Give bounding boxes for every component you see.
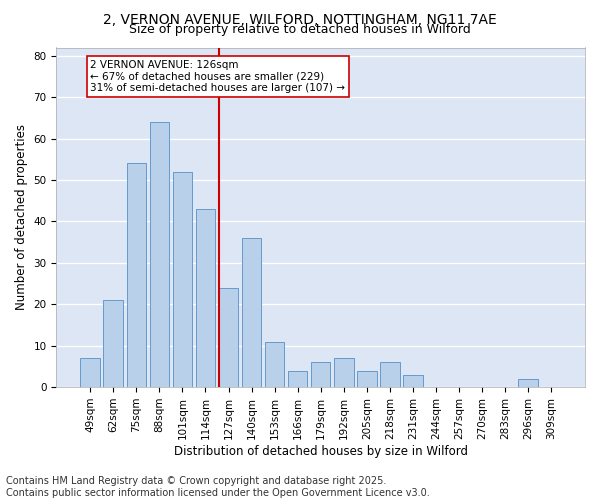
Bar [357,370,377,387]
Bar [80,358,100,387]
Bar [103,300,123,387]
Text: Size of property relative to detached houses in Wilford: Size of property relative to detached ho… [129,22,471,36]
Bar [311,362,331,387]
X-axis label: Distribution of detached houses by size in Wilford: Distribution of detached houses by size … [174,444,468,458]
Bar [265,342,284,387]
Bar [380,362,400,387]
Bar [127,164,146,387]
Bar [196,209,215,387]
Text: 2 VERNON AVENUE: 126sqm
← 67% of detached houses are smaller (229)
31% of semi-d: 2 VERNON AVENUE: 126sqm ← 67% of detache… [90,60,345,93]
Bar [149,122,169,387]
Bar [173,172,192,387]
Bar [219,288,238,387]
Bar [288,370,307,387]
Bar [242,238,262,387]
Bar [518,379,538,387]
Text: Contains HM Land Registry data © Crown copyright and database right 2025.
Contai: Contains HM Land Registry data © Crown c… [6,476,430,498]
Bar [334,358,353,387]
Y-axis label: Number of detached properties: Number of detached properties [15,124,28,310]
Bar [403,374,422,387]
Text: 2, VERNON AVENUE, WILFORD, NOTTINGHAM, NG11 7AE: 2, VERNON AVENUE, WILFORD, NOTTINGHAM, N… [103,12,497,26]
